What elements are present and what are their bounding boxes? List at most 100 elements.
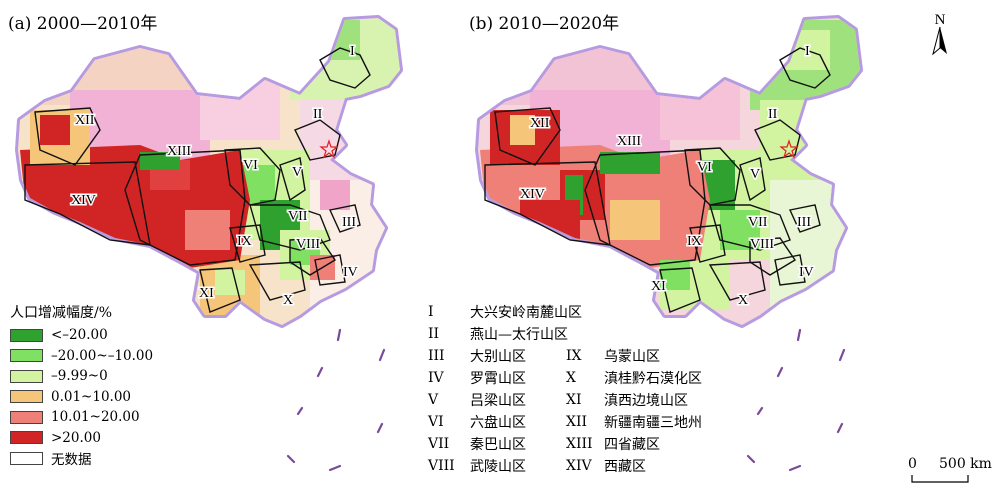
svg-text:VIII: VIII <box>750 237 774 252</box>
legend-label: 无数据 <box>51 452 92 469</box>
key-row: V 吕梁山区 XI 滇西边境山区 <box>428 389 702 411</box>
capital-star-b <box>779 139 799 159</box>
svg-text:II: II <box>313 107 323 122</box>
key-name: 滇西边境山区 <box>604 393 688 409</box>
key-row: II 燕山—太行山区 <box>428 323 702 345</box>
key-numeral: XIV <box>566 458 592 474</box>
key-numeral: XII <box>566 414 588 430</box>
key-row: VIII 武陵山区 XIV 西藏区 <box>428 455 702 477</box>
key-row: VI 六盘山区 XII 新疆南疆三地州 <box>428 411 702 433</box>
key-name: 燕山—太行山区 <box>470 327 568 343</box>
svg-text:IV: IV <box>343 265 358 280</box>
svg-text:VI: VI <box>697 160 712 175</box>
key-row: VII 秦巴山区 XIII 四省藏区 <box>428 433 702 455</box>
key-name: 四省藏区 <box>604 437 660 453</box>
panel-a-title: (a) 2000—2010年 <box>8 14 158 34</box>
key-name: 大兴安岭南麓山区 <box>470 305 582 321</box>
svg-text:XIV: XIV <box>71 193 96 208</box>
key-row: III 大别山区 IX 乌蒙山区 <box>428 345 702 367</box>
svg-text:XII: XII <box>530 116 550 131</box>
legend-item: 无数据 <box>10 448 240 469</box>
legend-label: <–20.00 <box>51 327 108 344</box>
svg-text:V: V <box>750 167 760 182</box>
key-row: I 大兴安岭南麓山区 <box>428 301 702 323</box>
legend-item: 0.01~10.00 <box>10 387 240 408</box>
poverty-region-outlines-b <box>484 47 831 313</box>
legend-label: >20.00 <box>51 429 101 446</box>
key-numeral: VI <box>428 414 444 430</box>
panel-b-title: (b) 2010—2020年 <box>469 14 620 34</box>
legend-item: <–20.00 <box>10 325 240 346</box>
svg-text:VII: VII <box>288 209 308 224</box>
key-name: 武陵山区 <box>470 459 526 475</box>
svg-text:XI: XI <box>651 279 666 294</box>
svg-text:XII: XII <box>75 113 95 128</box>
legend-label: –20.00~–10.00 <box>51 347 154 364</box>
legend-swatch <box>10 349 43 363</box>
legend-label: 10.01~20.00 <box>51 409 140 426</box>
key-name: 大别山区 <box>470 349 526 365</box>
legend-swatch <box>10 369 43 383</box>
legend-label: –9.99~0 <box>51 368 108 385</box>
svg-text:X: X <box>283 293 293 308</box>
key-name: 六盘山区 <box>470 415 526 431</box>
svg-text:IX: IX <box>237 234 252 249</box>
svg-text:V: V <box>292 165 302 180</box>
svg-text:I: I <box>805 44 810 59</box>
scale-bar: 0 500 km <box>906 456 996 484</box>
legend-swatch <box>10 431 43 445</box>
key-numeral: X <box>566 370 576 386</box>
svg-text:VII: VII <box>748 215 768 230</box>
key-name: 吕梁山区 <box>470 393 526 409</box>
region-labels-b: I II III IV V VI VII VIII IX X XI XII XI… <box>519 43 816 310</box>
map-a: I II III IV V VI VII VIII IX X XI XII XI… <box>15 15 403 472</box>
north-arrow-icon: N <box>932 12 947 56</box>
key-name: 罗霄山区 <box>470 371 526 387</box>
poverty-region-outlines-a <box>24 47 371 313</box>
legend: 人口增减幅度/% <–20.00 –20.00~–10.00 –9.99~0 0… <box>10 302 240 469</box>
svg-text:III: III <box>797 215 811 230</box>
key-name: 秦巴山区 <box>470 437 526 453</box>
legend-item: >20.00 <box>10 428 240 449</box>
key-row: IV 罗霄山区 X 滇桂黔石漠化区 <box>428 367 702 389</box>
svg-text:IX: IX <box>687 234 702 249</box>
scale-start: 0 <box>908 456 917 472</box>
north-label: N <box>935 12 946 28</box>
svg-text:II: II <box>768 107 778 122</box>
key-numeral: III <box>428 348 445 364</box>
region-labels-a: I II III IV V VI VII VIII IX X XI XII XI… <box>70 43 360 310</box>
legend-item: –20.00~–10.00 <box>10 346 240 367</box>
key-numeral: II <box>428 326 440 342</box>
svg-text:XIII: XIII <box>617 134 641 149</box>
legend-item: 10.01~20.00 <box>10 407 240 428</box>
legend-label: 0.01~10.00 <box>51 388 132 405</box>
key-numeral: V <box>428 392 439 408</box>
south-china-sea-islands-a <box>286 328 386 472</box>
key-numeral: XI <box>566 392 582 408</box>
legend-item: –9.99~0 <box>10 366 240 387</box>
key-numeral: VII <box>428 436 450 452</box>
legend-title: 人口增减幅度/% <box>10 305 113 321</box>
svg-text:XIII: XIII <box>167 144 191 159</box>
key-name: 滇桂黔石漠化区 <box>604 371 702 387</box>
legend-swatch <box>10 328 43 342</box>
key-numeral: VIII <box>428 458 455 474</box>
capital-star-a <box>319 139 339 159</box>
scale-bar-line <box>911 475 969 483</box>
key-numeral: IX <box>566 348 582 364</box>
key-numeral: IV <box>428 370 444 386</box>
south-china-sea-islands-b <box>746 328 846 472</box>
svg-text:IV: IV <box>799 265 814 280</box>
svg-text:VI: VI <box>243 158 258 173</box>
scale-end: 500 km <box>939 456 992 472</box>
svg-text:XIV: XIV <box>520 187 545 202</box>
key-numeral: I <box>428 304 434 320</box>
svg-text:VIII: VIII <box>296 237 320 252</box>
key-name: 乌蒙山区 <box>604 349 660 365</box>
svg-text:X: X <box>738 293 748 308</box>
svg-text:XI: XI <box>199 286 214 301</box>
legend-swatch <box>10 410 43 424</box>
svg-text:III: III <box>342 215 356 230</box>
key-name: 西藏区 <box>604 459 646 475</box>
